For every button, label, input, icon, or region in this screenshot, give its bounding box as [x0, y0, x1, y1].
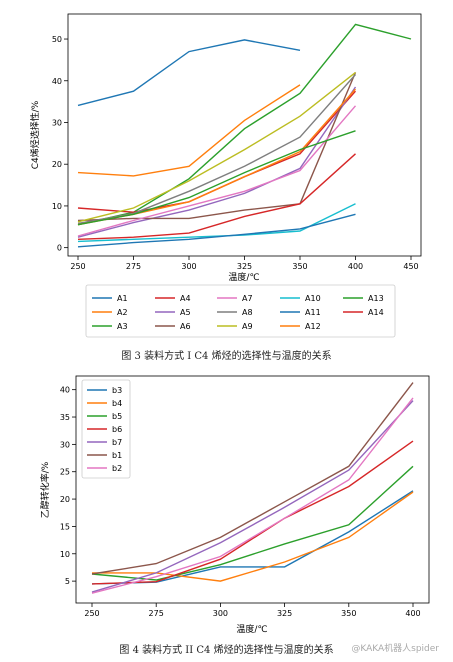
- legend-label: b2: [112, 464, 122, 473]
- legend: b3 b4 b5 b6 b7 b1 b2: [87, 386, 122, 473]
- legend-label: A12: [305, 322, 321, 331]
- legend-label: A4: [180, 294, 191, 303]
- y-tick-label: 10: [52, 202, 62, 211]
- legend-label: b6: [112, 425, 122, 434]
- series-line-b1: [91, 382, 414, 575]
- x-tick-label: 400: [405, 609, 420, 618]
- legend-label: A11: [305, 308, 321, 317]
- x-tick-label: 400: [348, 262, 363, 271]
- plot-frame: [75, 375, 430, 604]
- series-line-b7: [91, 400, 414, 593]
- legend: A1 A2 A3 A4 A5 A6 A7 A8 A9 A10 A11 A12 A13 A14: [92, 294, 384, 331]
- x-axis-ticks: 250 275 300 325 350 400 450: [70, 256, 419, 271]
- y-tick-label: 30: [52, 118, 62, 127]
- legend-label: b5: [112, 412, 122, 421]
- y-tick-label: 15: [60, 522, 70, 531]
- series-line-A1: [77, 39, 301, 107]
- legend-label: A7: [242, 294, 253, 303]
- y-axis-ticks: 0 10 20 30 40 50: [52, 35, 68, 253]
- watermark: @KAKA机器人spider: [351, 644, 439, 654]
- x-tick-label: 325: [277, 609, 292, 618]
- x-tick-label: 300: [181, 262, 196, 271]
- series-line-A6: [77, 72, 357, 222]
- x-tick-label: 350: [292, 262, 307, 271]
- series-line-A9: [77, 71, 356, 223]
- legend-box: [85, 284, 396, 338]
- y-tick-label: 25: [60, 468, 70, 477]
- x-axis-ticks: 250 275 300 325 350 400: [84, 603, 421, 618]
- legend-label: b1: [112, 451, 122, 460]
- legend-label: b7: [112, 438, 122, 447]
- legend-label: A14: [368, 308, 384, 317]
- series-lines: [77, 23, 412, 248]
- x-axis-label: 温度/℃: [228, 271, 259, 283]
- x-tick-label: 325: [237, 262, 252, 271]
- series-line-A2: [77, 84, 301, 177]
- legend-label: A9: [242, 322, 253, 331]
- figure-3-caption: 图 3 装料方式 I C4 烯烃的选择性与温度的关系: [121, 351, 332, 362]
- series-line-A5: [77, 86, 357, 238]
- legend-label: b4: [112, 399, 122, 408]
- y-axis-ticks: 5 10 15 20 25 30 35 40: [60, 386, 76, 586]
- x-tick-label: 450: [403, 262, 418, 271]
- x-axis-label: 温度/℃: [236, 623, 267, 635]
- legend-label: A13: [368, 294, 384, 303]
- legend-label: A8: [242, 308, 253, 317]
- y-tick-label: 0: [57, 244, 62, 253]
- x-tick-label: 350: [341, 609, 356, 618]
- series-line-A11: [77, 213, 356, 248]
- legend-label: A1: [117, 294, 128, 303]
- legend-label: A10: [305, 294, 321, 303]
- y-tick-label: 10: [60, 550, 70, 559]
- legend-label: b3: [112, 386, 122, 395]
- y-axis-label: C4烯烃选择性/%: [29, 100, 41, 169]
- series-line-A13: [77, 130, 356, 226]
- y-tick-label: 50: [52, 35, 62, 44]
- series-line-b4: [92, 491, 414, 582]
- y-tick-label: 5: [65, 577, 70, 586]
- legend-label: A6: [180, 322, 191, 331]
- y-tick-label: 40: [52, 77, 62, 86]
- chart-selectivity-loading-mode-1: 0 10 20 30 40 50 250 275 300 325 350 400 450 温度/℃ C…: [29, 13, 422, 338]
- legend-label: A5: [180, 308, 191, 317]
- y-axis-label: 乙醇转化率/%: [39, 461, 51, 518]
- series-line-A8: [77, 74, 357, 225]
- y-tick-label: 20: [60, 495, 70, 504]
- x-tick-label: 250: [70, 262, 85, 271]
- series-line-b2: [91, 397, 414, 594]
- plot-frame: [67, 13, 422, 257]
- y-tick-label: 20: [52, 160, 62, 169]
- series-line-A7: [77, 105, 357, 237]
- y-tick-label: 30: [60, 440, 70, 449]
- x-tick-label: 300: [213, 609, 228, 618]
- figure-4-caption: 图 4 装料方式 II C4 烯烃的选择性与温度的关系: [119, 645, 334, 656]
- series-line-b6: [91, 440, 414, 585]
- series-line-A14: [77, 153, 356, 240]
- x-tick-label: 250: [84, 609, 99, 618]
- x-tick-label: 275: [149, 609, 164, 618]
- y-tick-label: 40: [60, 386, 70, 395]
- series-lines: [91, 382, 414, 594]
- legend-label: A2: [117, 308, 128, 317]
- y-tick-label: 35: [60, 413, 70, 422]
- legend-label: A3: [117, 322, 128, 331]
- x-tick-label: 275: [126, 262, 141, 271]
